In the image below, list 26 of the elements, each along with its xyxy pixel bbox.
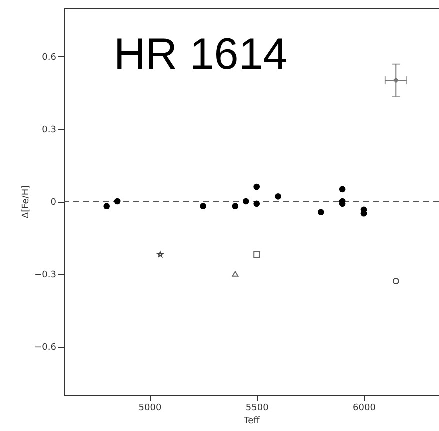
y-tick-label: 0.3 xyxy=(42,125,56,136)
point xyxy=(200,203,206,210)
y-tick-label: −0.6 xyxy=(34,343,57,354)
point xyxy=(157,251,164,258)
point xyxy=(318,209,324,216)
point xyxy=(242,198,250,205)
y-tick-label: 0.6 xyxy=(42,52,57,63)
point xyxy=(339,186,346,193)
point xyxy=(114,198,121,205)
x-tick-label: 6000 xyxy=(353,404,376,414)
y-tick-label: −0.3 xyxy=(34,270,56,281)
point xyxy=(275,194,282,200)
point xyxy=(394,78,398,83)
point xyxy=(254,251,260,258)
x-tick-label: 5500 xyxy=(246,404,270,414)
point xyxy=(392,278,400,285)
point xyxy=(232,271,239,277)
annotation: HR 1614 xyxy=(114,30,288,79)
point xyxy=(104,203,110,210)
point xyxy=(254,200,260,208)
y-axis-title: Δ[Fe/H] xyxy=(22,185,32,219)
point xyxy=(232,203,239,210)
point xyxy=(254,184,260,190)
x-tick-label: 5000 xyxy=(138,404,162,414)
x-axis-title: Teff xyxy=(243,416,261,426)
y-tick-label: 0 xyxy=(50,198,57,208)
